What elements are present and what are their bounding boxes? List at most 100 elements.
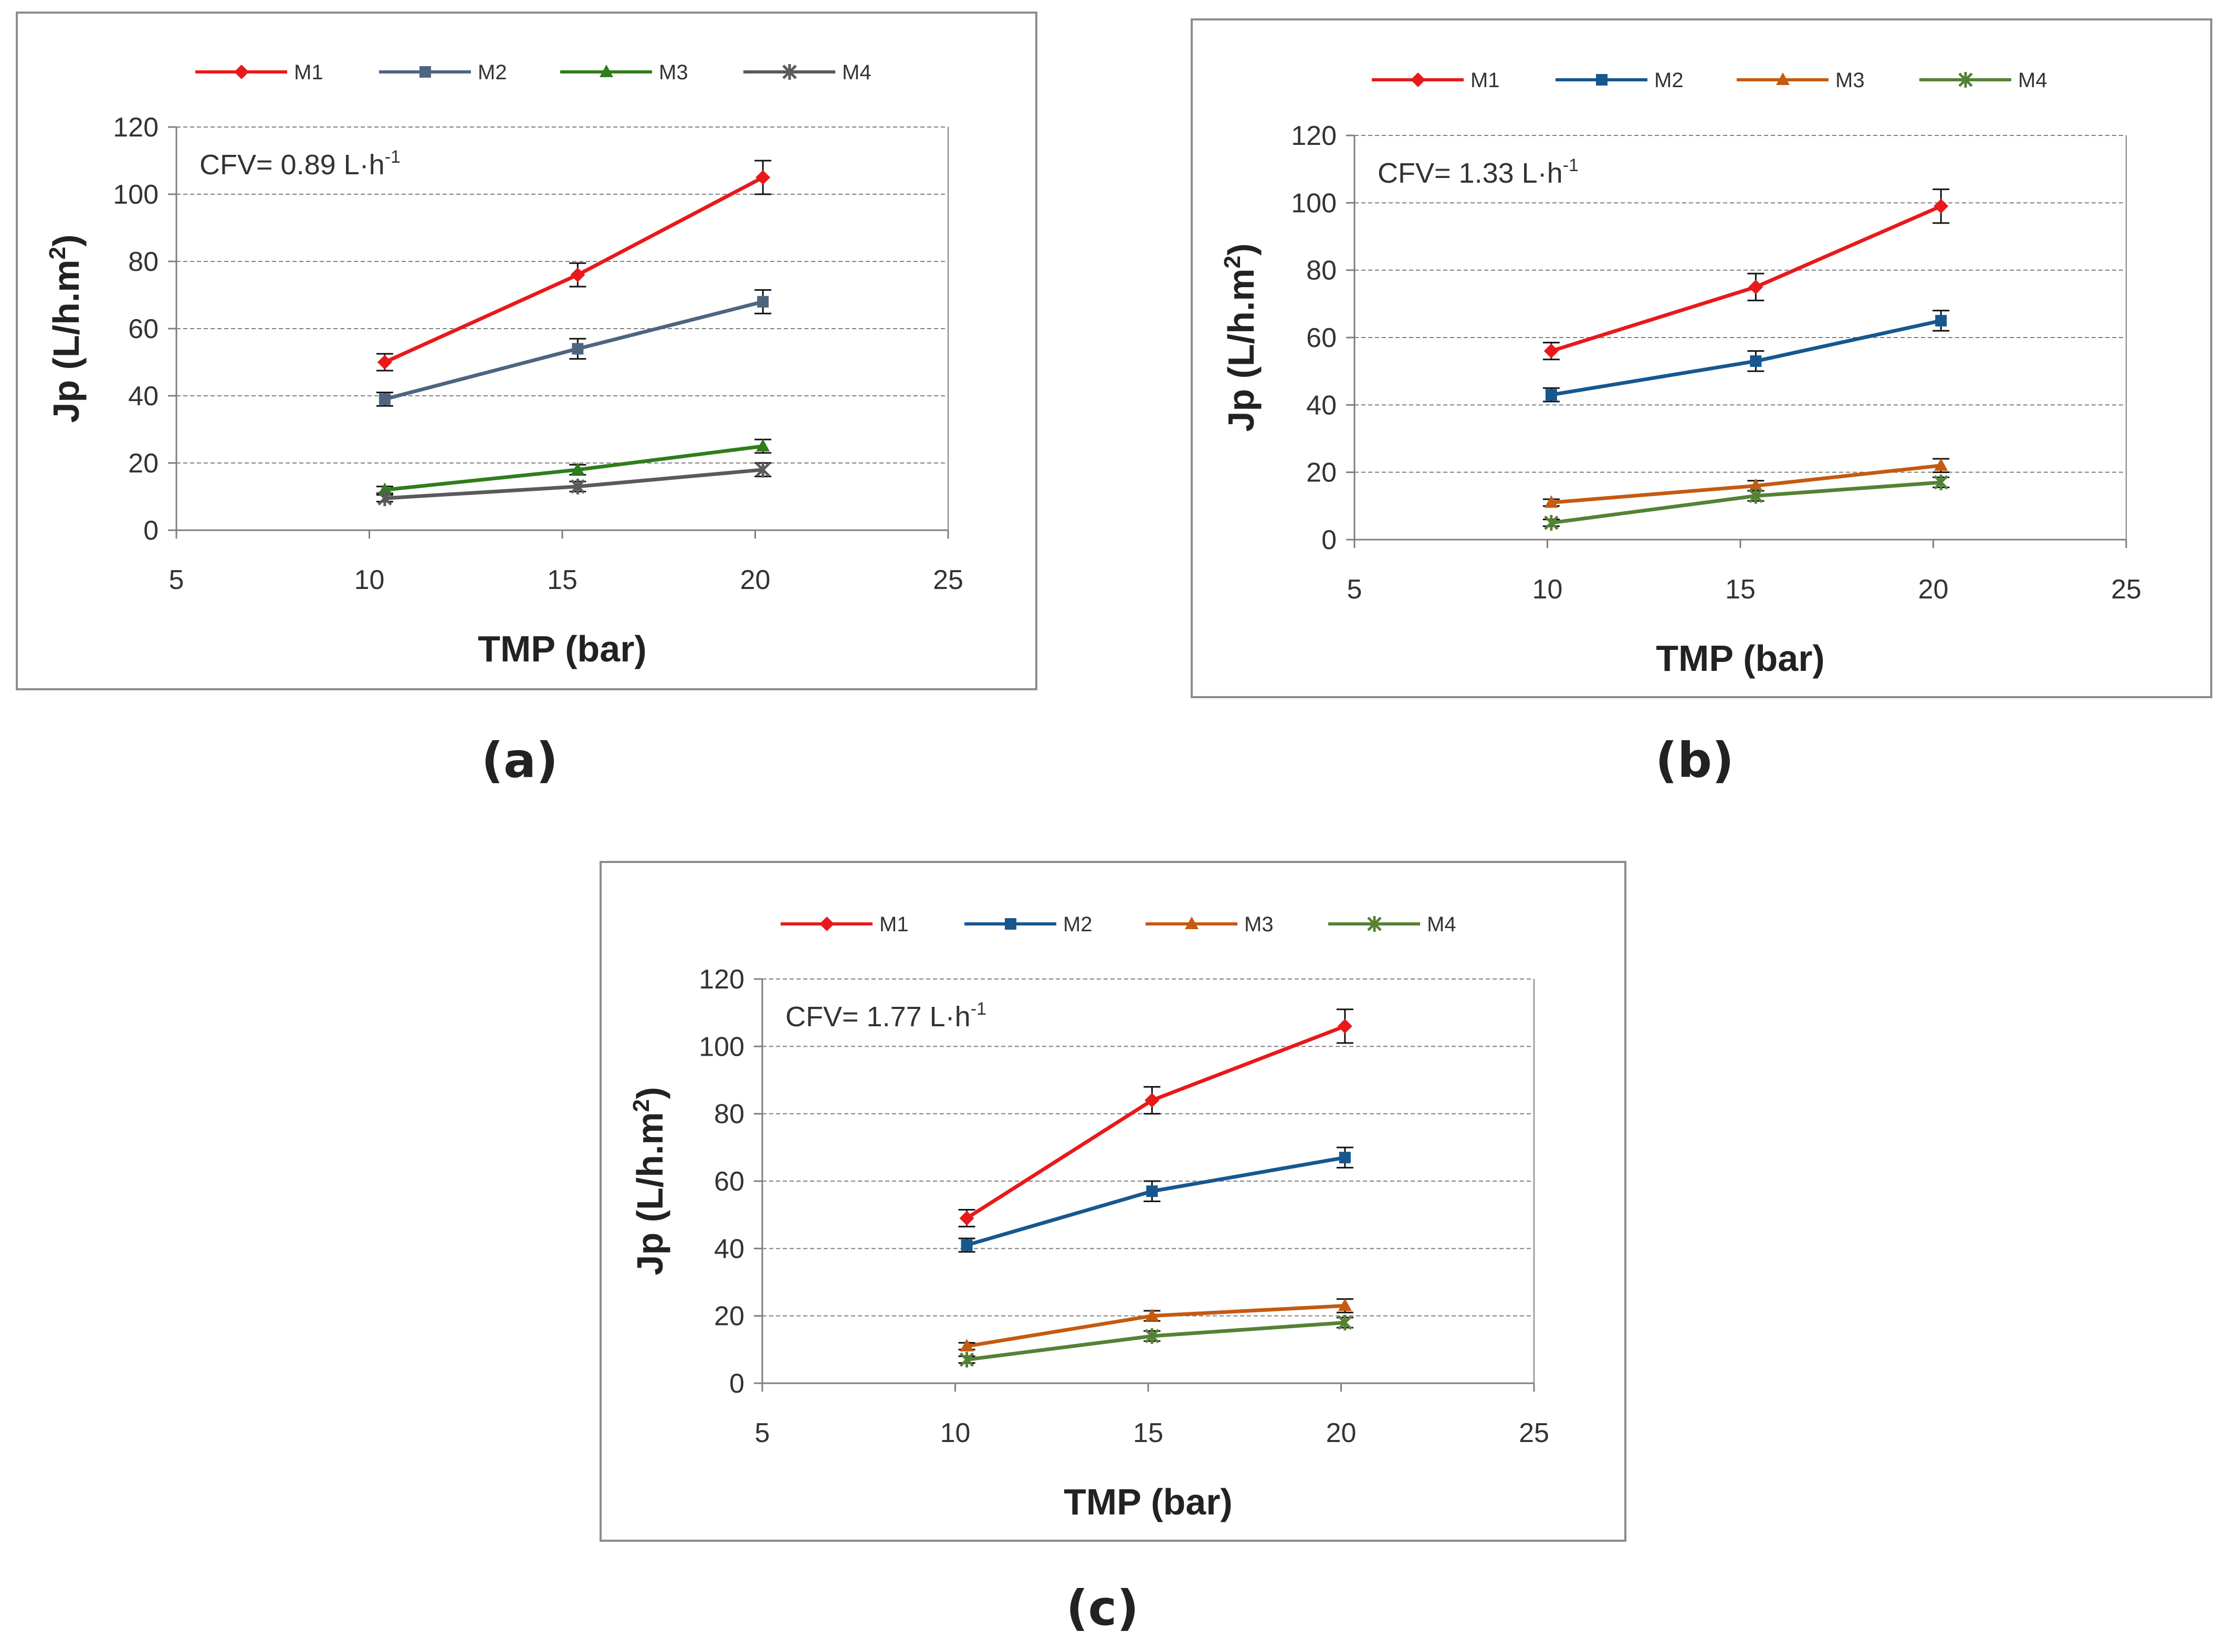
data-point — [1749, 478, 1763, 491]
data-point — [960, 1339, 974, 1352]
y-tick-label: 0 — [143, 515, 159, 546]
y-axis-label-end: ) — [629, 1087, 670, 1099]
y-axis-label-end: ) — [46, 235, 87, 247]
legend-label: M4 — [2018, 69, 2047, 92]
legend-label: M4 — [1427, 913, 1456, 936]
data-point — [1338, 1314, 1352, 1331]
y-tick-label: 60 — [128, 314, 159, 344]
y-axis-label-sup: 2 — [1220, 256, 1245, 268]
y-tick-label: 60 — [1306, 323, 1337, 353]
x-tick-label: 10 — [1532, 574, 1563, 605]
data-point — [1145, 1308, 1159, 1321]
x-tick-label: 20 — [1918, 574, 1949, 605]
data-point — [961, 1239, 973, 1251]
y-axis-label-end: ) — [1221, 244, 1262, 256]
cfv-annotation: CFV= 1.77 L·h-1 — [785, 999, 986, 1033]
cfv-annotation-sup: -1 — [385, 147, 401, 167]
y-tick-label: 80 — [714, 1099, 744, 1130]
data-point — [1338, 1298, 1352, 1311]
y-axis-label: Jp (L/h.m2) — [45, 235, 87, 423]
y-axis-label: Jp (L/h.m2) — [628, 1087, 670, 1276]
x-axis-label: TMP (bar) — [478, 628, 647, 669]
data-point — [757, 296, 769, 308]
data-point — [1934, 198, 1949, 214]
cfv-annotation: CFV= 0.89 L·h-1 — [199, 147, 401, 181]
cfv-annotation: CFV= 1.33 L·h-1 — [1378, 155, 1579, 189]
y-tick-label: 80 — [1306, 256, 1337, 286]
legend-label: M2 — [1654, 69, 1684, 92]
legend-item-m2: M2 — [1556, 69, 1684, 92]
data-point — [755, 461, 770, 478]
legend-item-m1: M1 — [195, 61, 323, 84]
y-axis-label-sup: 2 — [628, 1099, 654, 1112]
y-tick-label: 120 — [699, 964, 744, 995]
legend-marker — [234, 65, 249, 79]
chart-frame-a — [16, 12, 1037, 690]
x-tick-label: 5 — [755, 1418, 770, 1448]
data-point — [572, 343, 584, 355]
legend-label: M3 — [659, 61, 688, 84]
data-point — [1337, 1018, 1352, 1034]
x-tick-label: 25 — [2111, 574, 2141, 605]
y-tick-label: 120 — [1291, 121, 1337, 151]
series-m1 — [958, 1008, 1353, 1228]
y-axis-label: Jp (L/h.m2) — [1220, 244, 1262, 432]
y-tick-label: 100 — [699, 1032, 744, 1062]
legend-label: M1 — [879, 913, 909, 936]
legend-marker — [1596, 74, 1608, 86]
legend-label: M1 — [294, 61, 323, 84]
legend-item-m4: M4 — [1328, 913, 1456, 936]
legend-label: M2 — [478, 61, 507, 84]
legend-label: M2 — [1063, 913, 1093, 936]
legend-item-m4: M4 — [1919, 69, 2047, 92]
series-m1 — [1542, 188, 1950, 361]
chart-a: M1 M2 M3 M4 0 20 40 60 80 100 120 5 10 15 20 25 CFV= 0.8… — [45, 61, 963, 669]
y-tick-label: 80 — [128, 247, 159, 277]
data-point — [377, 355, 392, 370]
data-point — [570, 267, 585, 282]
legend-item-m4: M4 — [743, 61, 871, 84]
chart-c: M1 M2 M3 M4 0 20 40 60 80 100 120 5 10 15 20 25 CFV= 1.7… — [628, 913, 1549, 1522]
x-tick-label: 10 — [940, 1418, 971, 1448]
legend-marker — [419, 66, 431, 78]
x-tick-label: 15 — [1133, 1418, 1163, 1448]
legend-marker — [1411, 72, 1425, 87]
data-point — [755, 170, 771, 185]
series-m4 — [376, 461, 772, 507]
data-point — [1934, 474, 1948, 490]
data-point — [1146, 1185, 1158, 1197]
series-m2 — [1542, 310, 1950, 403]
legend-label: M3 — [1835, 69, 1865, 92]
legend-label: M3 — [1244, 913, 1274, 936]
data-point — [1543, 343, 1559, 359]
y-tick-label: 20 — [1306, 458, 1337, 488]
legend-item-m3: M3 — [560, 61, 688, 84]
x-axis-label: TMP (bar) — [1656, 638, 1825, 679]
data-point — [1748, 279, 1763, 294]
series-line — [1551, 480, 1941, 525]
y-tick-label: 20 — [714, 1301, 744, 1332]
y-tick-label: 20 — [128, 448, 159, 479]
data-point — [959, 1352, 974, 1368]
legend-item-m2: M2 — [379, 61, 507, 84]
x-tick-label: 5 — [169, 565, 184, 595]
data-point — [379, 393, 391, 405]
x-tick-label: 10 — [354, 565, 385, 595]
chart-frame-b — [1191, 18, 2212, 698]
data-point — [1339, 1152, 1351, 1164]
data-point — [1544, 495, 1558, 508]
series-m1 — [376, 160, 772, 372]
data-point — [377, 490, 392, 507]
y-tick-label: 40 — [714, 1234, 744, 1264]
x-axis-label: TMP (bar) — [1064, 1481, 1233, 1522]
data-point — [1935, 314, 1947, 327]
series-m3 — [1542, 458, 1950, 508]
x-tick-label: 5 — [1347, 574, 1362, 605]
legend-marker — [1367, 916, 1382, 932]
legend-marker — [782, 64, 797, 80]
legend-marker — [1005, 918, 1016, 930]
x-tick-label: 20 — [740, 565, 771, 595]
data-point — [1144, 1328, 1160, 1344]
cfv-annotation-sup: -1 — [1563, 155, 1579, 175]
data-point — [571, 462, 585, 475]
